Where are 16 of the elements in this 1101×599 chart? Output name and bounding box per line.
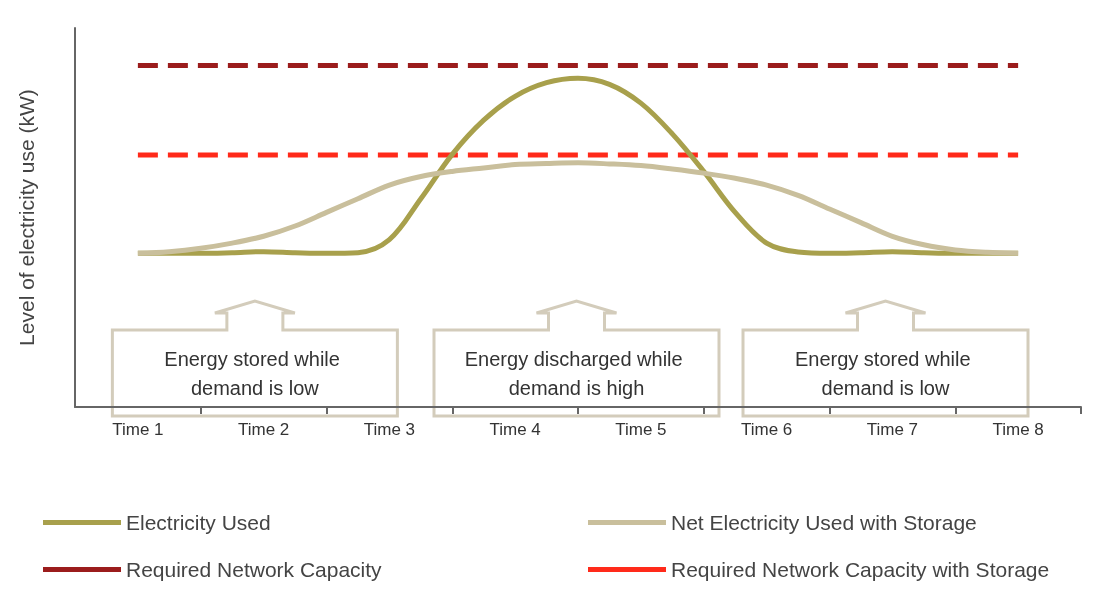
x-tick-label: Time 2 [237, 420, 290, 439]
annotation: Energy stored while demand is low [164, 347, 346, 399]
x-tick-label: Time 4 [489, 420, 541, 439]
x-tick-label: Time 8 [992, 420, 1044, 439]
annotation: Energy discharged while demand is high [464, 347, 689, 399]
legend-label: Electricity Used [126, 511, 271, 534]
x-tick-label: Time 5 [615, 420, 667, 439]
annotation: Energy stored while demand is low [794, 347, 977, 399]
x-tick-label: Time 1 [112, 420, 164, 439]
legend-label: Net Electricity Used with Storage [671, 511, 977, 534]
legend-label: Required Network Capacity with Storage [671, 558, 1050, 581]
x-tick-label: Time 7 [866, 420, 919, 439]
x-tick-label: Time 3 [363, 420, 416, 439]
legend-label: Required Network Capacity [126, 558, 383, 581]
y-axis-title: Level of electricity use (kW) [15, 89, 38, 346]
x-tick-label: Time 6 [740, 420, 793, 439]
